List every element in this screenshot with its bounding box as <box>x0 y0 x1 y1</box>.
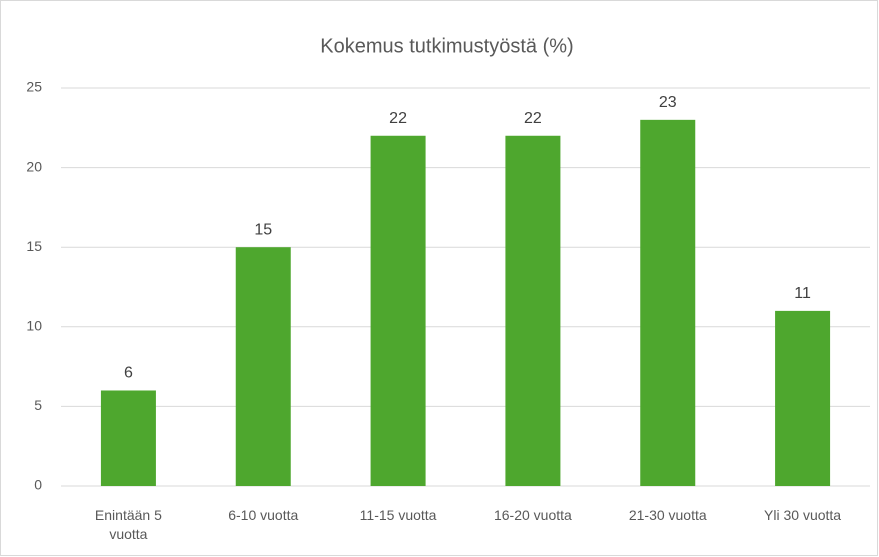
data-label: 23 <box>659 94 677 111</box>
bar <box>100 390 156 486</box>
data-label: 22 <box>524 110 542 127</box>
x-tick-label: 11-15 vuotta <box>359 507 437 523</box>
bar <box>235 247 291 486</box>
y-tick-label: 15 <box>26 238 42 254</box>
x-tick-label: Yli 30 vuotta <box>764 507 842 523</box>
bar <box>775 310 831 486</box>
data-label: 11 <box>794 285 811 302</box>
bar <box>640 119 696 486</box>
bar <box>370 135 426 486</box>
y-tick-label: 20 <box>26 158 42 174</box>
x-tick-label: 6-10 vuotta <box>228 507 299 523</box>
data-label: 6 <box>124 365 133 382</box>
bar <box>505 135 561 486</box>
data-label: 22 <box>389 110 407 127</box>
x-tick-label: 16-20 vuotta <box>493 507 572 523</box>
y-tick-label: 10 <box>26 318 42 334</box>
x-tick-label: 21-30 vuotta <box>628 507 707 523</box>
y-tick-label: 25 <box>26 79 42 95</box>
y-tick-label: 0 <box>34 477 42 493</box>
data-label: 15 <box>254 221 272 238</box>
chart-title: Kokemus tutkimustyöstä (%) <box>320 35 573 57</box>
y-tick-label: 5 <box>34 397 42 413</box>
x-tick-label: Enintään 5 vuotta <box>94 507 162 542</box>
